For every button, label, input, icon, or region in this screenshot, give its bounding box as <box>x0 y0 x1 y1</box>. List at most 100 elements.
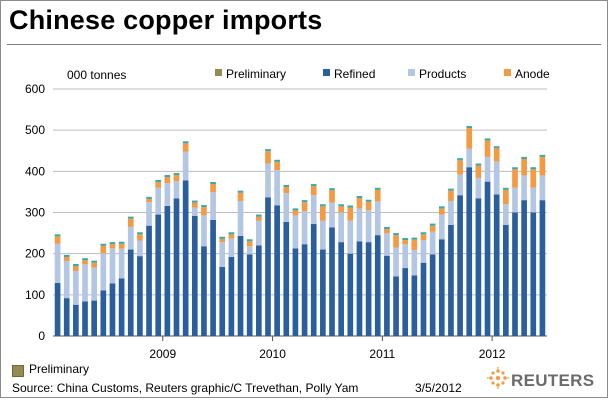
bar-products <box>347 220 354 254</box>
bar-preliminary <box>512 167 518 170</box>
bar-anode <box>146 198 152 203</box>
x-tick-label: 2011 <box>369 347 395 361</box>
bar-products <box>237 200 244 236</box>
bar-products <box>73 270 79 305</box>
bar-anode <box>347 207 354 221</box>
bar-anode <box>109 244 116 249</box>
bar-refined <box>100 290 107 336</box>
y-tick-label: 300 <box>25 206 45 220</box>
bar-preliminary <box>347 205 354 208</box>
bar-anode <box>246 241 253 247</box>
bar-products <box>118 248 125 279</box>
bar-products <box>356 208 363 242</box>
bar-refined <box>201 246 207 336</box>
bar-products <box>283 193 290 222</box>
bar-refined <box>493 194 500 336</box>
bar-preliminary <box>109 242 116 245</box>
bar-refined <box>347 253 354 336</box>
bar-preliminary <box>384 226 390 229</box>
bar-preliminary <box>457 158 463 161</box>
bar-anode <box>393 235 399 248</box>
unit-label: 000 tonnes <box>67 68 126 82</box>
bar-refined <box>191 215 198 336</box>
bar-products <box>521 175 527 201</box>
bar-products <box>475 177 482 199</box>
bar-preliminary <box>265 149 271 152</box>
bar-preliminary <box>256 214 262 217</box>
bar-refined <box>54 282 61 336</box>
reuters-logo-text: REUTERS <box>511 371 595 390</box>
bar-anode <box>54 236 61 244</box>
bar-products <box>393 247 399 277</box>
bar-products <box>338 212 344 243</box>
y-tick-label: 600 <box>25 82 45 96</box>
bar-preliminary <box>137 232 143 235</box>
bar-products <box>429 231 436 255</box>
y-tick-label: 400 <box>25 164 45 178</box>
bar-anode <box>274 161 280 171</box>
bar-anode <box>191 202 198 208</box>
bar-anode <box>521 158 527 176</box>
bar-anode <box>484 140 491 157</box>
bar-preliminary <box>210 182 216 185</box>
bar-refined <box>512 212 518 336</box>
bar-refined <box>155 214 162 336</box>
y-tick-label: 100 <box>25 288 45 302</box>
bar-preliminary <box>411 237 418 240</box>
bar-preliminary <box>475 163 482 166</box>
chart-title: Chinese copper imports <box>9 5 323 35</box>
bar-products <box>448 200 454 225</box>
legend-label-anode: Anode <box>515 67 550 81</box>
bar-preliminary <box>320 204 326 207</box>
bar-products <box>228 238 235 257</box>
bar-refined <box>310 224 317 336</box>
bar-refined <box>438 239 445 336</box>
legend-label-products: Products <box>419 67 466 81</box>
bar-refined <box>503 224 509 336</box>
bar-anode <box>310 186 317 196</box>
bar-anode <box>228 234 235 239</box>
bar-preliminary <box>173 172 180 176</box>
bar-anode <box>356 198 363 209</box>
bar-refined <box>356 241 363 336</box>
bar-products <box>127 226 134 250</box>
y-tick-label: 0 <box>38 329 45 343</box>
bar-refined <box>246 254 253 336</box>
bar-refined <box>73 304 79 336</box>
bar-anode <box>438 208 445 215</box>
bar-preliminary <box>365 199 372 202</box>
bar-products <box>201 215 207 247</box>
bar-anode <box>475 165 482 178</box>
bar-preliminary <box>146 196 152 199</box>
bar-anode <box>493 148 500 162</box>
bar-refined <box>429 254 436 336</box>
legend-label-refined: Refined <box>334 67 375 81</box>
bar-refined <box>228 256 235 336</box>
bar-products <box>539 175 546 201</box>
bar-preliminary <box>530 167 537 170</box>
bar-anode <box>137 234 143 241</box>
bar-preliminary <box>127 216 134 219</box>
legend-swatch-refined <box>323 69 330 76</box>
bar-products <box>100 253 107 291</box>
bar-refined <box>329 227 335 336</box>
footer-preliminary-label: Preliminary <box>29 362 90 376</box>
bar-preliminary <box>402 238 409 241</box>
bar-products <box>484 156 491 182</box>
bar-refined <box>173 198 180 336</box>
legend-label-preliminary: Preliminary <box>226 67 286 81</box>
bar-preliminary <box>493 146 500 149</box>
bar-preliminary <box>356 196 363 199</box>
bar-refined <box>127 249 134 336</box>
bar-preliminary <box>219 236 226 239</box>
x-tick-label: 2012 <box>479 347 506 361</box>
bar-refined <box>283 221 290 336</box>
bar-anode <box>210 184 216 193</box>
bar-refined <box>475 198 482 336</box>
bar-products <box>219 242 226 267</box>
preliminary-swatch <box>12 365 24 377</box>
bar-products <box>146 202 152 226</box>
bar-anode <box>182 143 189 152</box>
bar-refined <box>164 205 171 336</box>
bar-products <box>411 249 418 276</box>
